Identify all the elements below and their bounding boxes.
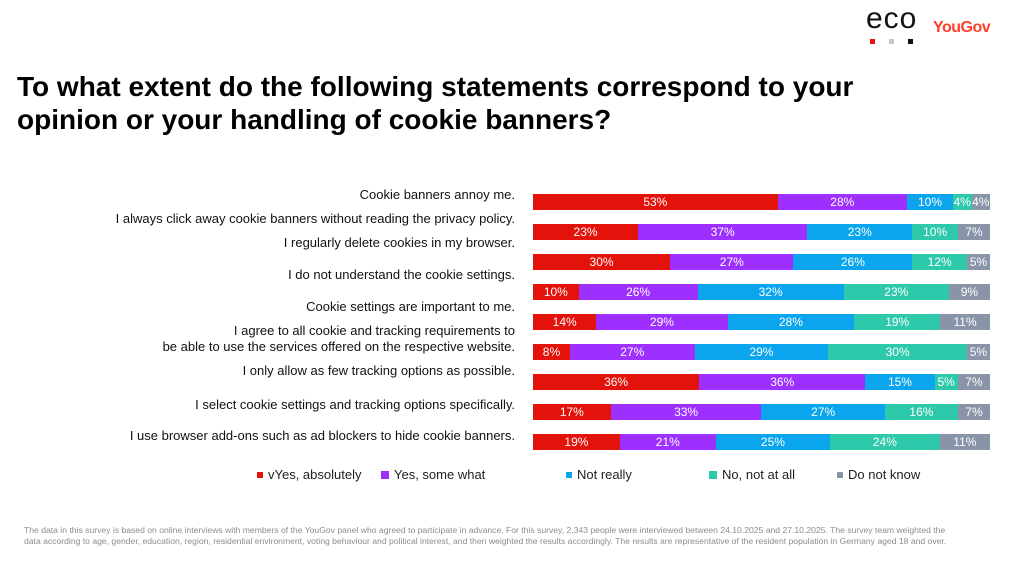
legend-swatch-icon [837,471,843,478]
bar-segment-yes-somewhat: 29% [596,314,728,330]
eco-dot-red [870,39,875,44]
legend-item-do-not-know: Do not know [837,467,920,482]
bar-segment-do-not-know: 7% [957,374,990,390]
row-label: I only allow as few tracking options as … [242,363,515,378]
stacked-bar: 36% 36% 15% 5% 7% [533,374,990,390]
legend-swatch-icon [381,470,389,479]
legend-item-yes-absolutely: vYes, absolutely [257,467,361,482]
footnote-line-1: The data in this survey is based on onli… [24,525,946,535]
bar-segment-yes-somewhat: 33% [610,404,762,420]
footnote-line-2: data according to age, gender, education… [24,535,947,546]
row-label: I agree to all cookie and tracking requi… [163,323,515,355]
stacked-bar: 30% 27% 26% 12% 5% [533,254,990,270]
stacked-bar: 14% 29% 28% 19% 11% [533,314,990,330]
bar-segment-not-really: 29% [694,344,829,360]
yougov-logo: YouGov [933,19,991,36]
eco-dot-black [908,39,913,44]
legend-label: Yes, some what [394,467,486,482]
legend-label: Do not know [848,467,921,482]
bar-segment-yes-absolutely: 30% [533,254,671,270]
bar-segment-yes-absolutely: 53% [533,194,778,210]
legend-item-not-really: Not really [566,467,632,482]
stacked-bar: 53% 28% 10% 4% 4% [533,194,990,210]
methodology-footnote: The data in this survey is based on onli… [24,525,1004,546]
bar-segment-not-at-all: 12% [912,254,968,270]
row-label: I regularly delete cookies in my browser… [283,235,515,250]
stacked-bar: 23% 37% 23% 10% 7% [533,224,990,240]
bar-segment-yes-absolutely: 36% [533,374,700,390]
bar-segment-yes-absolutely: 19% [533,434,620,450]
row-label: I always click away cookie banners witho… [115,211,515,226]
bar-segment-yes-somewhat: 27% [670,254,794,270]
stacked-bar: 8% 27% 29% 30% 5% [533,344,990,360]
bar-segment-yes-somewhat: 37% [638,224,808,240]
eco-logo-text: eco [866,2,918,35]
bar-segment-do-not-know: 7% [957,404,990,420]
eco-dot-grey [889,39,894,44]
bar-segment-yes-somewhat: 21% [619,434,716,450]
bar-segment-do-not-know: 11% [940,314,990,330]
bar-segment-yes-absolutely: 23% [533,224,639,240]
bar-segment-do-not-know: 7% [957,224,990,240]
bar-segment-yes-absolutely: 8% [533,344,570,360]
page-title: To what extent do the following statemen… [17,70,1017,136]
row-label: Cookie settings are important to me. [306,299,515,314]
bar-segment-not-really: 32% [697,284,844,300]
row-label: I use browser add-ons such as ad blocker… [129,428,515,443]
bar-segment-not-really: 27% [761,404,885,420]
bar-segment-do-not-know: 5% [966,344,990,360]
bar-segment-not-at-all: 5% [934,374,958,390]
legend-label: Not really [577,467,632,482]
title-line-2: opinion or your handling of cookie banne… [17,104,612,135]
legend-swatch-icon [566,471,572,478]
bar-segment-not-really: 26% [793,254,913,270]
bar-segment-not-really: 28% [727,314,855,330]
bar-segment-yes-absolutely: 14% [533,314,597,330]
legend-label: No, not at all [722,467,795,482]
legend-label: vYes, absolutely [268,467,362,482]
row-label: Cookie banners annoy me. [359,187,515,202]
bar-segment-do-not-know: 9% [948,284,990,300]
bar-segment-not-at-all: 23% [843,284,949,300]
bar-segment-yes-absolutely: 10% [533,284,579,300]
bar-segment-not-really: 23% [807,224,913,240]
legend-item-yes-somewhat: Yes, some what [381,467,485,482]
bar-segment-not-at-all: 4% [953,194,972,210]
row-label-line: I agree to all cookie and tracking requi… [233,323,515,338]
legend-swatch-icon [709,470,717,479]
stacked-bar: 10% 26% 32% 23% 9% [533,284,990,300]
bar-segment-yes-somewhat: 36% [699,374,866,390]
stacked-bar: 17% 33% 27% 16% 7% [533,404,990,420]
title-line-1: To what extent do the following statemen… [17,71,854,102]
bar-segment-do-not-know: 4% [971,194,990,210]
bar-segment-not-at-all: 30% [828,344,967,360]
bar-segment-not-really: 25% [715,434,831,450]
bar-segment-yes-absolutely: 17% [533,404,611,420]
row-label: I do not understand the cookie settings. [288,267,515,282]
bar-segment-yes-somewhat: 27% [569,344,695,360]
eco-logo: eco [866,2,926,48]
bar-segment-do-not-know: 5% [967,254,990,270]
bar-segment-not-really: 15% [865,374,935,390]
bar-segment-do-not-know: 11% [939,434,990,450]
bar-segment-not-at-all: 24% [830,434,940,450]
bar-segment-not-at-all: 10% [912,224,958,240]
bar-segment-not-really: 10% [906,194,954,210]
row-label: I select cookie settings and tracking op… [195,397,515,412]
bar-segment-not-at-all: 19% [854,314,941,330]
stacked-bar: 19% 21% 25% 24% 11% [533,434,990,450]
bar-segment-not-at-all: 16% [884,404,958,420]
bar-segment-yes-somewhat: 28% [777,194,907,210]
legend-item-not-at-all: No, not at all [709,467,795,482]
bar-segment-yes-somewhat: 26% [578,284,698,300]
row-label-line: be able to use the services offered on t… [162,339,515,354]
legend-swatch-icon [257,471,263,478]
